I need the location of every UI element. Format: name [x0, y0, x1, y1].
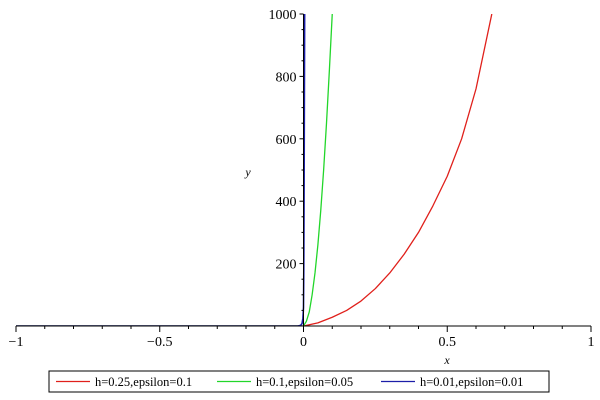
series-layer: [16, 14, 493, 326]
x-tick-label: −0.5: [147, 335, 172, 350]
y-axis-title: y: [244, 165, 251, 179]
series-line-2: [16, 14, 333, 326]
y-tick-label: 600: [276, 133, 297, 148]
x-tick-label: 0.5: [439, 335, 457, 350]
legend-label: h=0.25,epsilon=0.1: [95, 375, 192, 389]
x-tick-label: −1: [9, 335, 24, 350]
y-tick-label: 200: [276, 258, 297, 273]
y-tick-label: 400: [276, 195, 297, 210]
x-tick-label: 1: [588, 335, 595, 350]
x-axis-title: x: [443, 353, 450, 367]
series-line-1: [16, 14, 493, 326]
legend-label: h=0.1,epsilon=0.05: [256, 375, 353, 389]
y-tick-label: 800: [276, 70, 297, 85]
legend: h=0.25,epsilon=0.1 h=0.1,epsilon=0.05 h=0.…: [48, 370, 550, 393]
y-tick-label: 1000: [269, 8, 297, 23]
x-tick-label: 0: [300, 335, 307, 350]
legend-label: h=0.01,epsilon=0.01: [420, 375, 523, 389]
legend-box: [48, 370, 550, 393]
series-line-3: [16, 14, 306, 326]
ticks-layer: −1 −0.5 0 0.5 1 200 400 600 800 1000: [9, 8, 595, 350]
